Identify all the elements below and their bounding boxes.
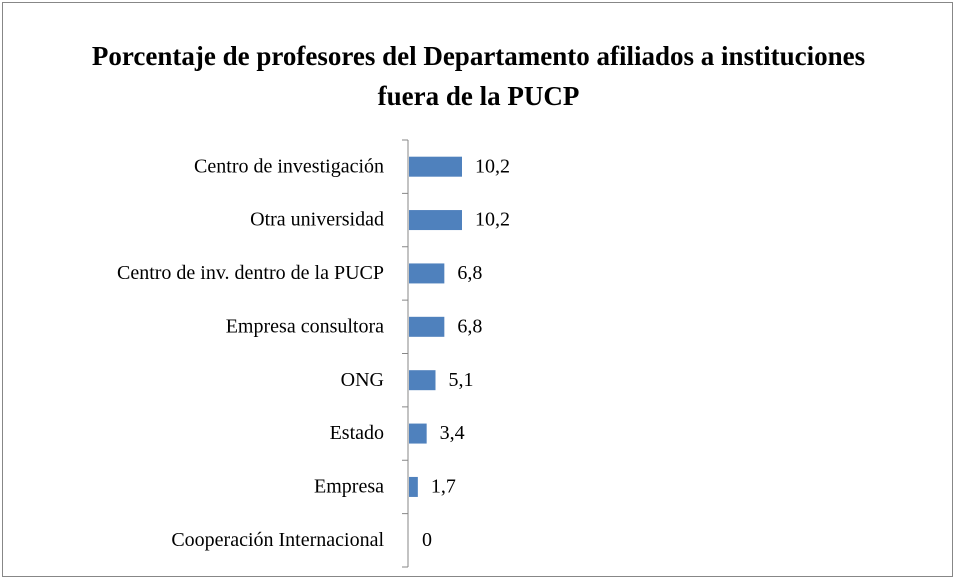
chart-title: Porcentaje de profesores del Departament… [91,41,866,111]
bar [409,156,462,177]
y-tick-label: Centro de inv. dentro de la PUCP [117,262,384,284]
value-label: 6,8 [457,262,482,284]
value-label: 10,2 [475,155,510,177]
value-label: 1,7 [431,476,456,498]
bar [409,263,445,284]
y-tick-label: Centro de investigación [194,155,384,177]
value-label: 6,8 [457,315,482,337]
y-tick-label: Otra universidad [250,209,384,231]
value-label: 5,1 [449,369,474,391]
value-label: 10,2 [475,209,510,231]
y-tick-label: Empresa consultora [226,315,384,337]
value-label: 0 [422,529,432,551]
bar [409,210,462,231]
bar [409,476,418,497]
y-tick-label: Estado [330,422,384,444]
value-label: 3,4 [440,422,465,444]
bar [409,423,427,444]
y-tick-label: ONG [341,369,384,391]
bar [409,370,436,391]
bar [409,316,445,337]
y-tick-label: Empresa [314,476,384,498]
y-tick-label: Cooperación Internacional [171,529,384,551]
